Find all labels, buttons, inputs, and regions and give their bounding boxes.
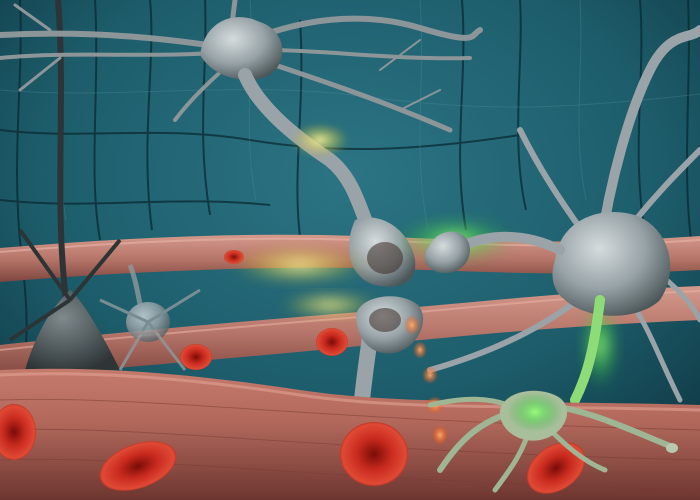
neuron-small-background xyxy=(99,264,201,371)
red-blood-cell xyxy=(0,404,36,460)
neuron-foreground-green xyxy=(427,390,678,493)
neuron-left-dark xyxy=(8,0,122,370)
neuron-right xyxy=(424,25,700,405)
red-blood-cell xyxy=(526,442,586,494)
red-blood-cell xyxy=(99,441,177,491)
red-blood-cell xyxy=(340,422,408,486)
red-blood-cell xyxy=(180,344,212,370)
neuron-terminal-middle xyxy=(354,296,424,408)
red-blood-cell xyxy=(316,328,348,356)
